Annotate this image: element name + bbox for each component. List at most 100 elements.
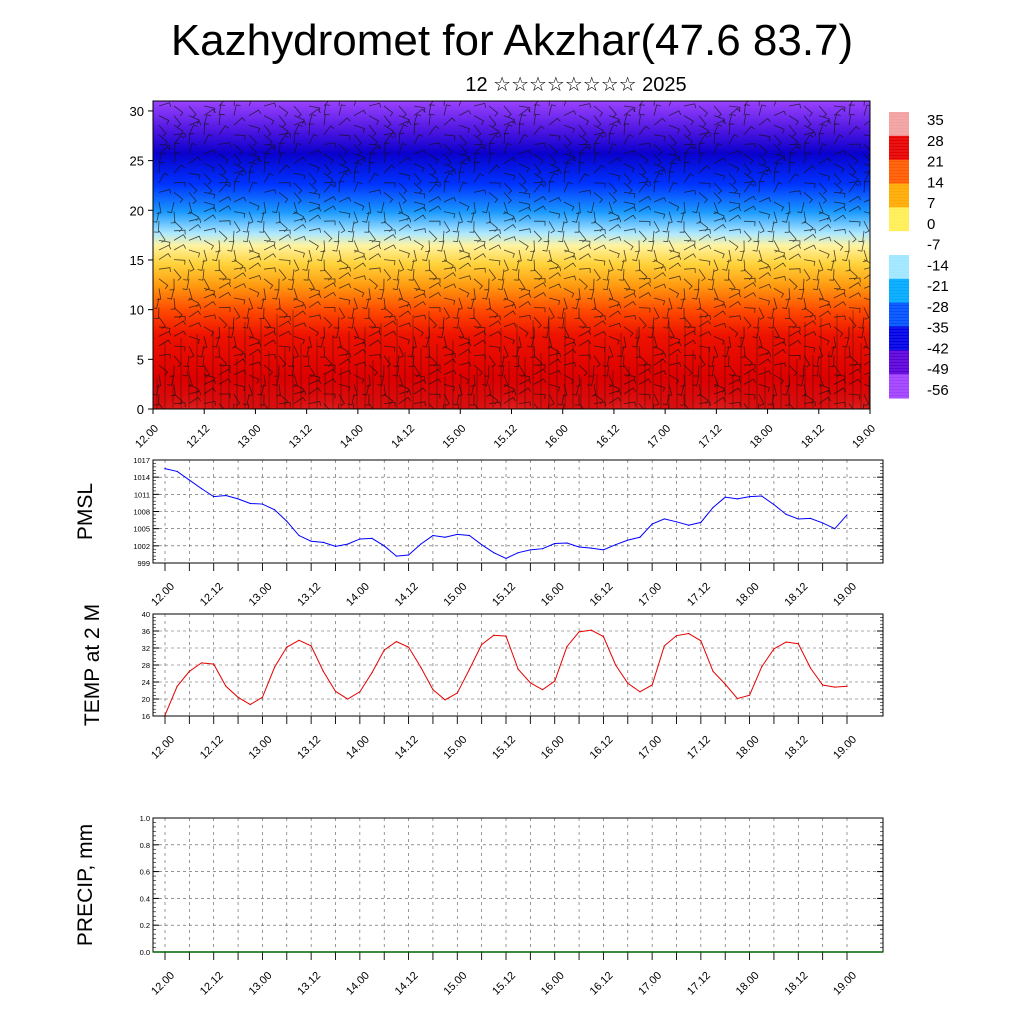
series-point xyxy=(517,552,519,554)
x-tick-label: 14.00 xyxy=(344,970,372,998)
y-tick-label: 0.4 xyxy=(140,894,150,903)
x-tick-label: 12.00 xyxy=(149,970,177,998)
series-point xyxy=(200,662,203,664)
series-point xyxy=(639,691,641,693)
x-tick-label: 14.00 xyxy=(344,734,372,762)
y-tick-label: 1005 xyxy=(133,525,150,534)
series-point xyxy=(407,646,410,648)
x-tick-label: 18.00 xyxy=(734,734,762,762)
heatmap-y-tick-label: 5 xyxy=(137,352,144,367)
series-point xyxy=(712,670,714,672)
x-tick-label: 12.12 xyxy=(198,970,226,998)
x-tick-label: 17.12 xyxy=(685,581,713,609)
colorbar-label: -28 xyxy=(927,299,949,316)
series-point xyxy=(724,683,726,685)
colorbar-swatch xyxy=(889,183,909,208)
series-point xyxy=(688,524,690,526)
series-point xyxy=(566,646,568,648)
colorbar-label: 21 xyxy=(927,154,944,171)
y-tick-label: 1008 xyxy=(133,508,150,517)
x-tick-label: 16.12 xyxy=(588,970,616,998)
colorbar-swatch xyxy=(889,302,909,327)
x-tick-label: 13.12 xyxy=(295,970,323,998)
y-tick-label: 1.0 xyxy=(140,814,150,823)
series-point xyxy=(602,635,605,638)
series-point xyxy=(347,698,349,700)
heatmap-x-tick-label: 15.00 xyxy=(440,423,468,451)
series-point xyxy=(468,534,471,537)
colorbar-label: -56 xyxy=(927,382,949,399)
series-point xyxy=(359,691,361,693)
x-tick-label: 13.00 xyxy=(247,734,275,762)
series-point xyxy=(602,549,605,551)
x-tick-label: 16.12 xyxy=(588,734,616,762)
x-tick-label: 13.12 xyxy=(295,581,323,609)
surface-warm-blob xyxy=(456,339,567,409)
series-point xyxy=(286,646,288,648)
colorbar-swatch xyxy=(889,207,909,232)
colorbar-label: -42 xyxy=(927,340,949,357)
x-tick-label: 14.12 xyxy=(393,581,421,609)
y-tick-label: 1002 xyxy=(133,542,150,551)
series-point xyxy=(663,645,665,647)
series-point xyxy=(481,644,483,646)
series-point xyxy=(176,470,178,473)
x-tick-label: 14.12 xyxy=(393,734,421,762)
series-point xyxy=(420,543,422,545)
series-point xyxy=(748,694,751,696)
x-tick-label: 14.00 xyxy=(344,581,372,609)
colorbar-label: 28 xyxy=(927,133,944,150)
page-subtitle: 12 ☆☆☆☆☆☆☆☆ 2025 xyxy=(465,74,687,96)
heatmap-y-tick-label: 0 xyxy=(137,402,144,417)
series-point xyxy=(797,643,799,645)
y-tick-label: 0.6 xyxy=(140,868,150,877)
series-point xyxy=(554,680,556,682)
heatmap-x-tick-label: 18.00 xyxy=(748,423,776,451)
heatmap-y-tick-label: 20 xyxy=(130,203,144,218)
heatmap-x-tick-label: 13.12 xyxy=(287,423,315,451)
pmsl-panel: 999 1002 1005 1008 1011 1014 1017 12.00 12.12 13.… xyxy=(74,456,884,609)
x-tick-label: 15.00 xyxy=(441,734,469,762)
colorbar-swatch xyxy=(889,135,909,161)
series-point xyxy=(541,689,544,691)
series-point xyxy=(261,696,264,698)
x-tick-label: 18.00 xyxy=(734,970,762,998)
series-point xyxy=(456,533,458,535)
series-point xyxy=(748,496,751,498)
x-tick-label: 12.00 xyxy=(149,734,177,762)
series-point xyxy=(456,692,458,694)
heatmap-y-tick-label: 25 xyxy=(130,154,144,169)
x-tick-label: 15.12 xyxy=(490,970,518,998)
series-point xyxy=(724,496,726,498)
heatmap-y-tick-label: 15 xyxy=(130,253,144,268)
series-point xyxy=(261,503,264,505)
series-point xyxy=(444,536,446,538)
series-point xyxy=(627,682,629,684)
series-point xyxy=(468,668,471,670)
series-point xyxy=(274,666,276,668)
y-tick-label: 0.2 xyxy=(140,921,150,930)
y-tick-label: 0.8 xyxy=(140,841,150,850)
colorbar-label: 0 xyxy=(927,216,935,233)
series-point xyxy=(334,545,337,548)
series-point xyxy=(688,632,690,635)
series-point xyxy=(347,543,349,545)
heatmap-x-tick-label: 14.00 xyxy=(338,423,366,451)
x-tick-label: 14.12 xyxy=(393,970,421,998)
series-point xyxy=(809,667,812,669)
colorbar-swatch xyxy=(889,255,909,280)
series-point xyxy=(395,555,397,557)
colorbar-swatch xyxy=(889,278,909,304)
x-tick-label: 12.12 xyxy=(198,581,226,609)
x-tick-label: 19.00 xyxy=(831,970,859,998)
series-point xyxy=(407,554,410,556)
series-point xyxy=(481,544,483,546)
colorbar-label: -21 xyxy=(927,278,949,295)
series-point xyxy=(822,522,824,524)
x-tick-label: 18.12 xyxy=(782,734,810,762)
x-tick-label: 19.00 xyxy=(831,734,859,762)
y-tick-label: 40 xyxy=(142,610,150,619)
heatmap-y-tick-label: 30 xyxy=(130,104,144,119)
series-point xyxy=(371,672,373,674)
series-point xyxy=(298,534,300,537)
